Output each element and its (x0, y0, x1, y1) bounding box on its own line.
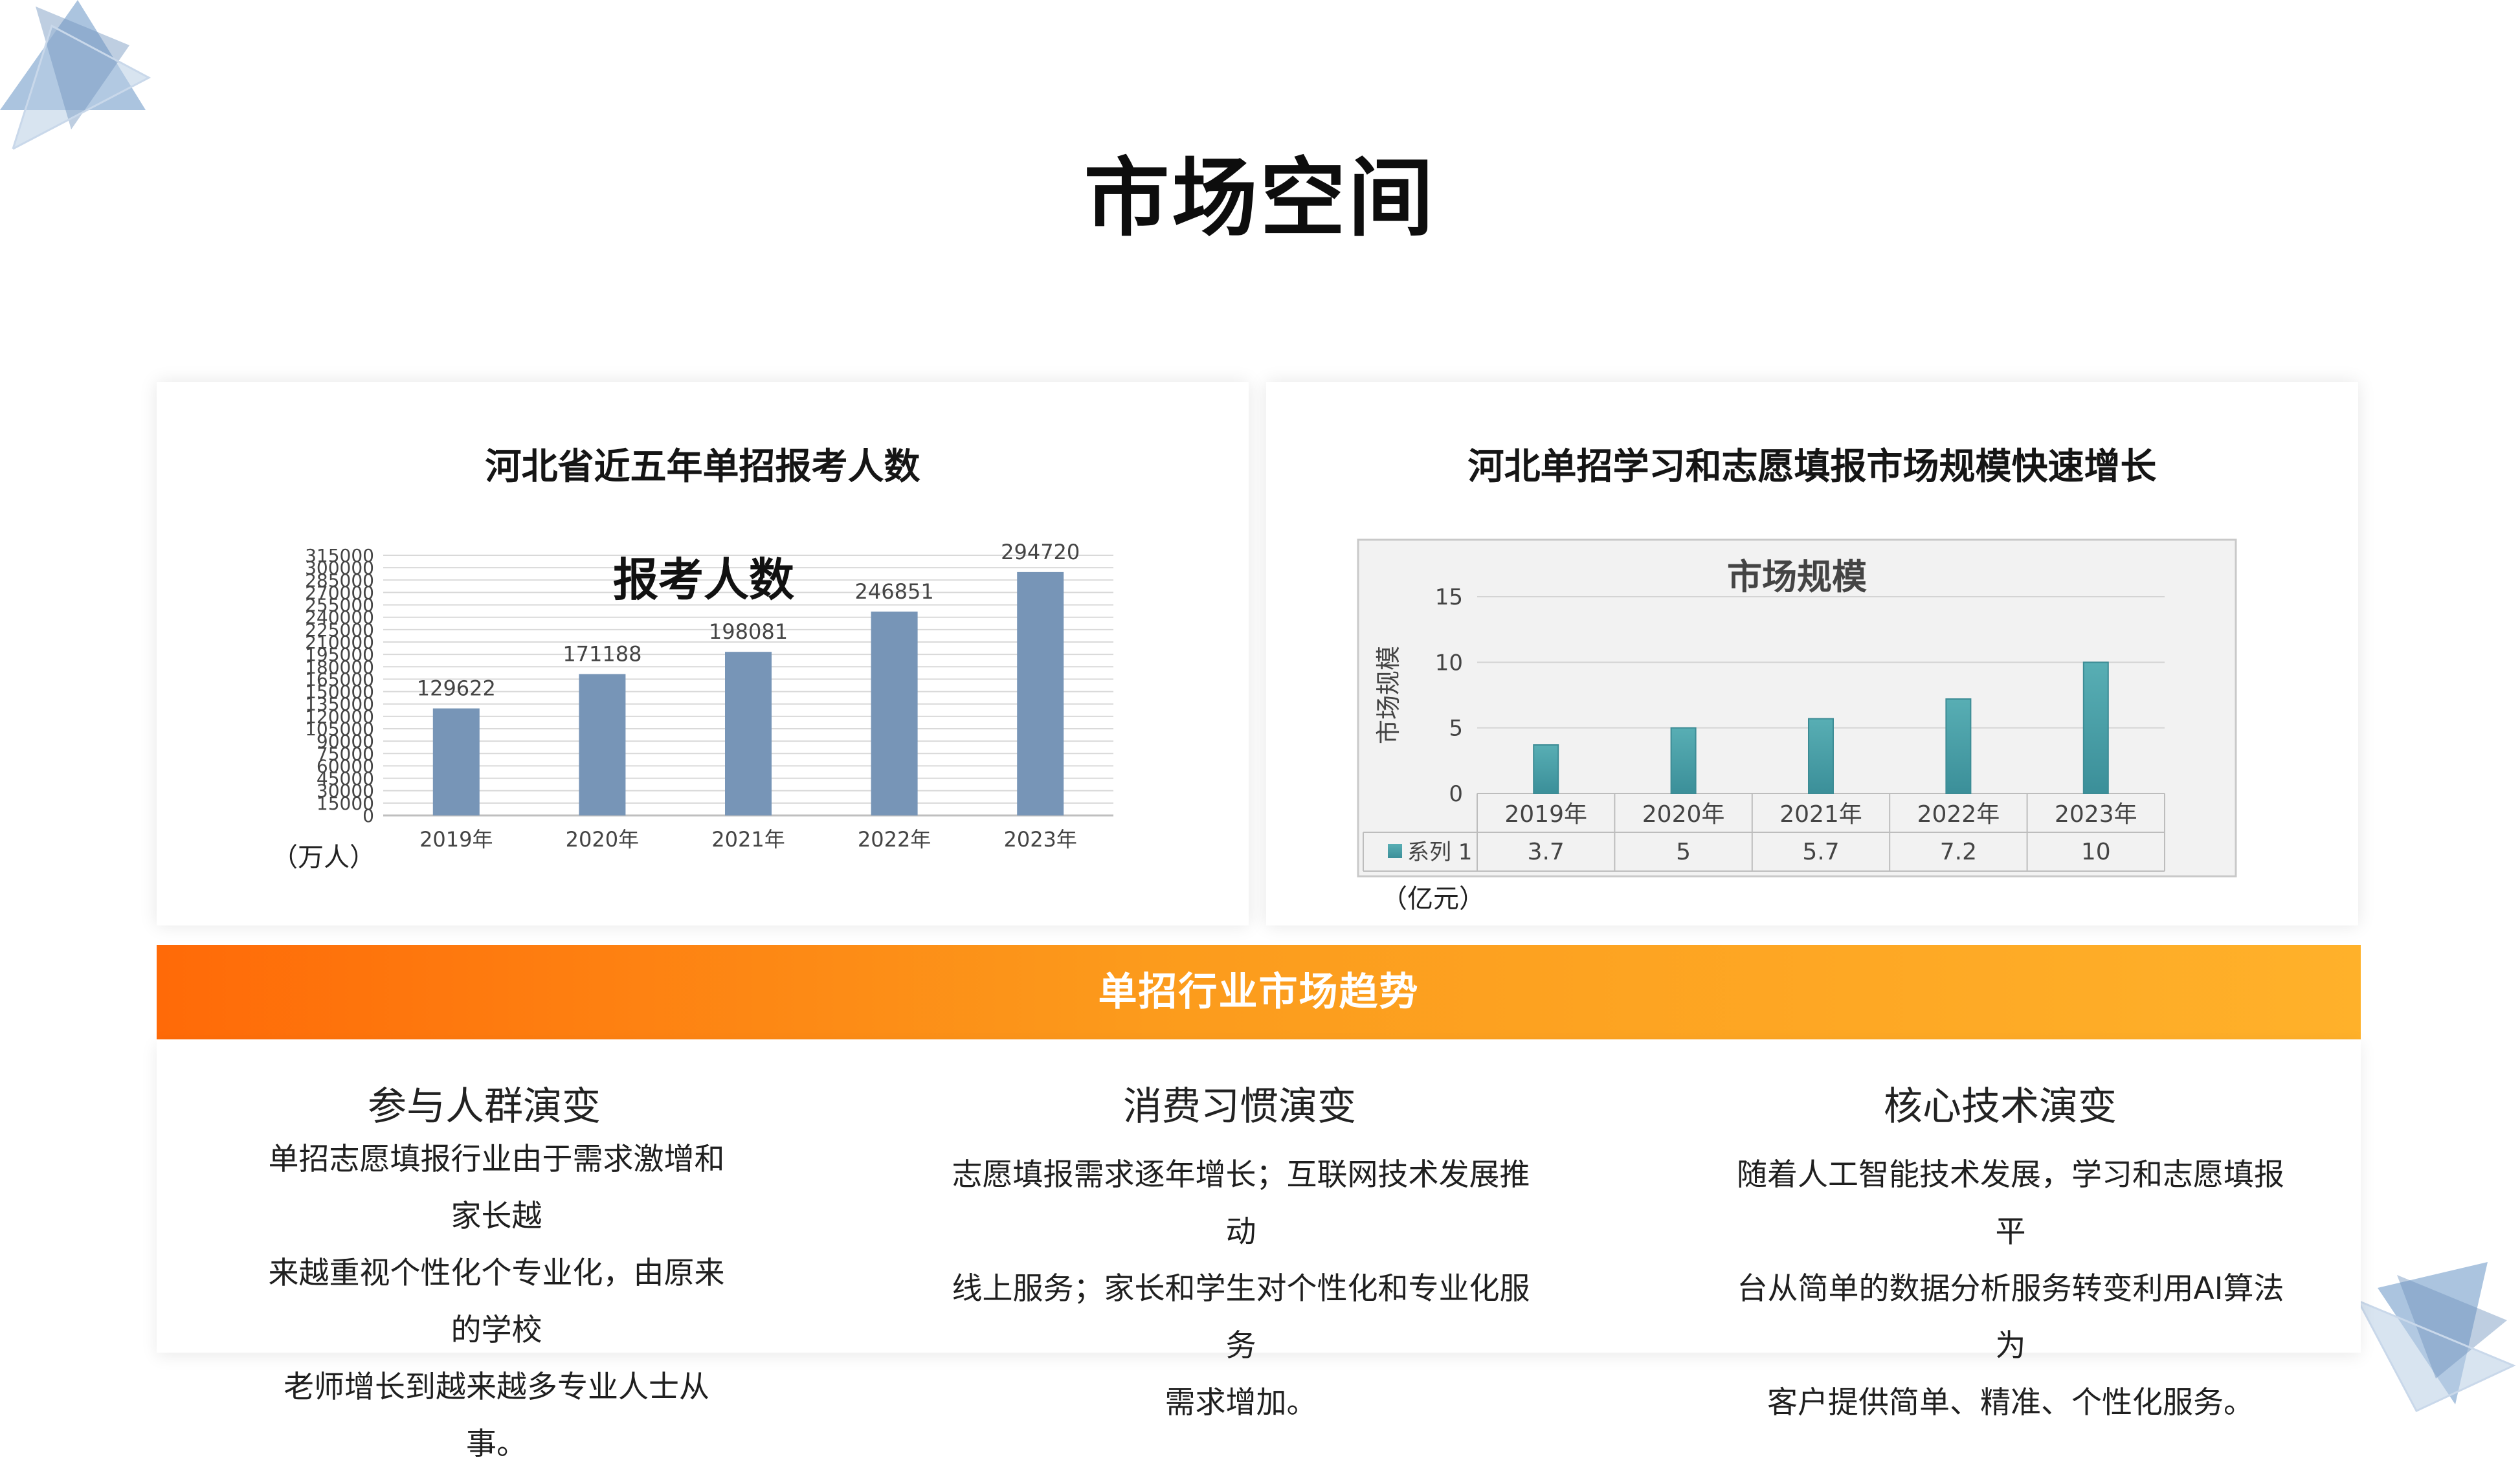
trend-heading-3: 核心技术演变 (1884, 1084, 2117, 1129)
y-tick-label: 180000 (305, 656, 374, 678)
trend-2-line-3: 需求增加。 (1165, 1385, 1317, 1421)
y-tick-label: 10 (1435, 650, 1463, 676)
y-tick-label: 75000 (317, 743, 374, 764)
chart-title: 市场规模 (1727, 557, 1867, 597)
bar (1808, 718, 1834, 794)
bar (1533, 744, 1559, 794)
bar (2082, 661, 2109, 795)
top-left-triangle-decoration (0, 0, 151, 150)
trend-text-3: 随着人工智能技术发展，学习和志愿填报平 台从简单的数据分析服务转变利用AI算法为… (1726, 1147, 2295, 1432)
chart-title: 报考人数 (613, 553, 794, 606)
data-label: 129622 (417, 676, 496, 701)
x-tick-label: 2023年 (2055, 801, 2137, 828)
legend-key (1388, 844, 1402, 858)
y-tick-label: 150000 (305, 681, 374, 703)
table-value: 5 (1676, 839, 1691, 865)
bar (1670, 727, 1697, 795)
y-tick-label: 105000 (305, 718, 374, 740)
x-tick-label: 2021年 (711, 827, 785, 852)
y-tick-label: 15 (1435, 584, 1463, 610)
y-tick-label: 195000 (305, 644, 374, 665)
y-tick-label: 60000 (317, 755, 374, 777)
y-tick-label: 300000 (305, 557, 374, 579)
y-tick-label: 225000 (305, 619, 374, 641)
y-tick-label: 270000 (305, 582, 374, 603)
trend-3-line-1: 随着人工智能技术发展，学习和志愿填报平 (1737, 1157, 2284, 1250)
table-value: 3.7 (1528, 839, 1565, 865)
left-chart-unit: （万人） (272, 843, 375, 872)
bar (725, 652, 772, 815)
trend-1-line-3: 老师增长到越来越多专业人士从事。 (284, 1369, 709, 1462)
x-tick-label: 2022年 (1917, 801, 2000, 828)
left-chart-card: 河北省近五年单招报考人数 0 15000 30000 45000 60000 75000 9… (157, 382, 1249, 925)
trend-1-line-2: 来越重视个性化个专业化，由原来的学校 (268, 1256, 725, 1348)
y-tick-label: 240000 (305, 607, 374, 628)
bar (871, 611, 918, 815)
x-tick-label: 2022年 (858, 827, 931, 852)
legend-label: 系列 1 (1407, 839, 1472, 865)
data-label: 198081 (709, 619, 788, 644)
page-title: 市场空间 (1084, 149, 1436, 249)
table-value: 10 (2081, 839, 2111, 865)
bar (579, 674, 626, 815)
y-tick-label: 5 (1449, 716, 1463, 742)
x-tick-label: 2020年 (1642, 801, 1725, 828)
y-tick-label: 30000 (317, 781, 374, 802)
bar (432, 708, 480, 815)
data-label: 171188 (563, 642, 641, 667)
trends-card: 参与人群演变 单招志愿填报行业由于需求激增和家长越 来越重视个性化个专业化，由原… (157, 1039, 2361, 1462)
x-tick-label: 2019年 (1504, 801, 1587, 828)
right-card-title: 河北单招学习和志愿填报市场规模快速增长 (1467, 446, 2157, 488)
y-tick-label: 285000 (305, 570, 374, 591)
data-label: 294720 (1001, 540, 1080, 564)
y-tick-label: 315000 (305, 545, 374, 566)
trend-heading-1: 参与人群演变 (368, 1084, 601, 1129)
y-tick-label: 90000 (317, 731, 374, 752)
y-tick-label: 210000 (305, 632, 374, 653)
trend-2-line-2: 线上服务；家长和学生对个性化和专业化服务 (952, 1271, 1530, 1364)
right-chart-unit: （亿元） (1381, 884, 1485, 914)
y-tick-label: 15000 (317, 793, 374, 814)
trend-text-2: 志愿填报需求逐年增长；互联网技术发展推动 线上服务；家长和学生对个性化和专业化服… (943, 1147, 1539, 1432)
x-tick-label: 2020年 (566, 827, 639, 852)
y-tick-label: 255000 (305, 595, 374, 616)
trend-1-line-1: 单招志愿填报行业由于需求激增和家长越 (268, 1142, 725, 1234)
x-tick-label: 2021年 (1779, 801, 1862, 828)
data-label: 246851 (855, 579, 934, 604)
y-tick-label: 165000 (305, 669, 374, 690)
x-tick-label: 2019年 (419, 827, 493, 852)
table-value: 5.7 (1802, 839, 1839, 865)
y-tick-label: 120000 (305, 706, 374, 727)
bar (1945, 698, 1972, 794)
y-tick-label: 0 (362, 805, 374, 826)
y-axis-label: 市场规模 (1374, 646, 1403, 744)
trend-heading-2: 消费习惯演变 (1123, 1084, 1356, 1129)
left-card-title: 河北省近五年单招报考人数 (485, 446, 920, 488)
trend-banner: 单招行业市场趋势 (157, 945, 2361, 1039)
y-tick-label: 45000 (317, 768, 374, 790)
x-tick-label: 2023年 (1003, 827, 1076, 852)
applicants-bar-chart: 0150003000045000600007500090000105000120… (305, 540, 1113, 852)
trend-3-line-2: 台从简单的数据分析服务转变利用AI算法为 (1737, 1271, 2284, 1364)
y-tick-label: 135000 (305, 694, 374, 715)
bottom-right-triangle-decoration (2358, 1262, 2516, 1412)
y-tick-label: 0 (1449, 781, 1463, 807)
right-chart-card: 河北单招学习和志愿填报市场规模快速增长 0 5 10 15 市场规模 市场规模 系列 1 20… (1266, 382, 2358, 925)
trend-text-1: 单招志愿填报行业由于需求激增和家长越 来越重视个性化个专业化，由原来的学校 老师… (254, 1131, 739, 1473)
trend-2-line-1: 志愿填报需求逐年增长；互联网技术发展推动 (952, 1157, 1530, 1250)
table-value: 7.2 (1940, 839, 1977, 865)
trend-3-line-3: 客户提供简单、精准、个性化服务。 (1767, 1385, 2254, 1421)
bar (1017, 571, 1064, 815)
